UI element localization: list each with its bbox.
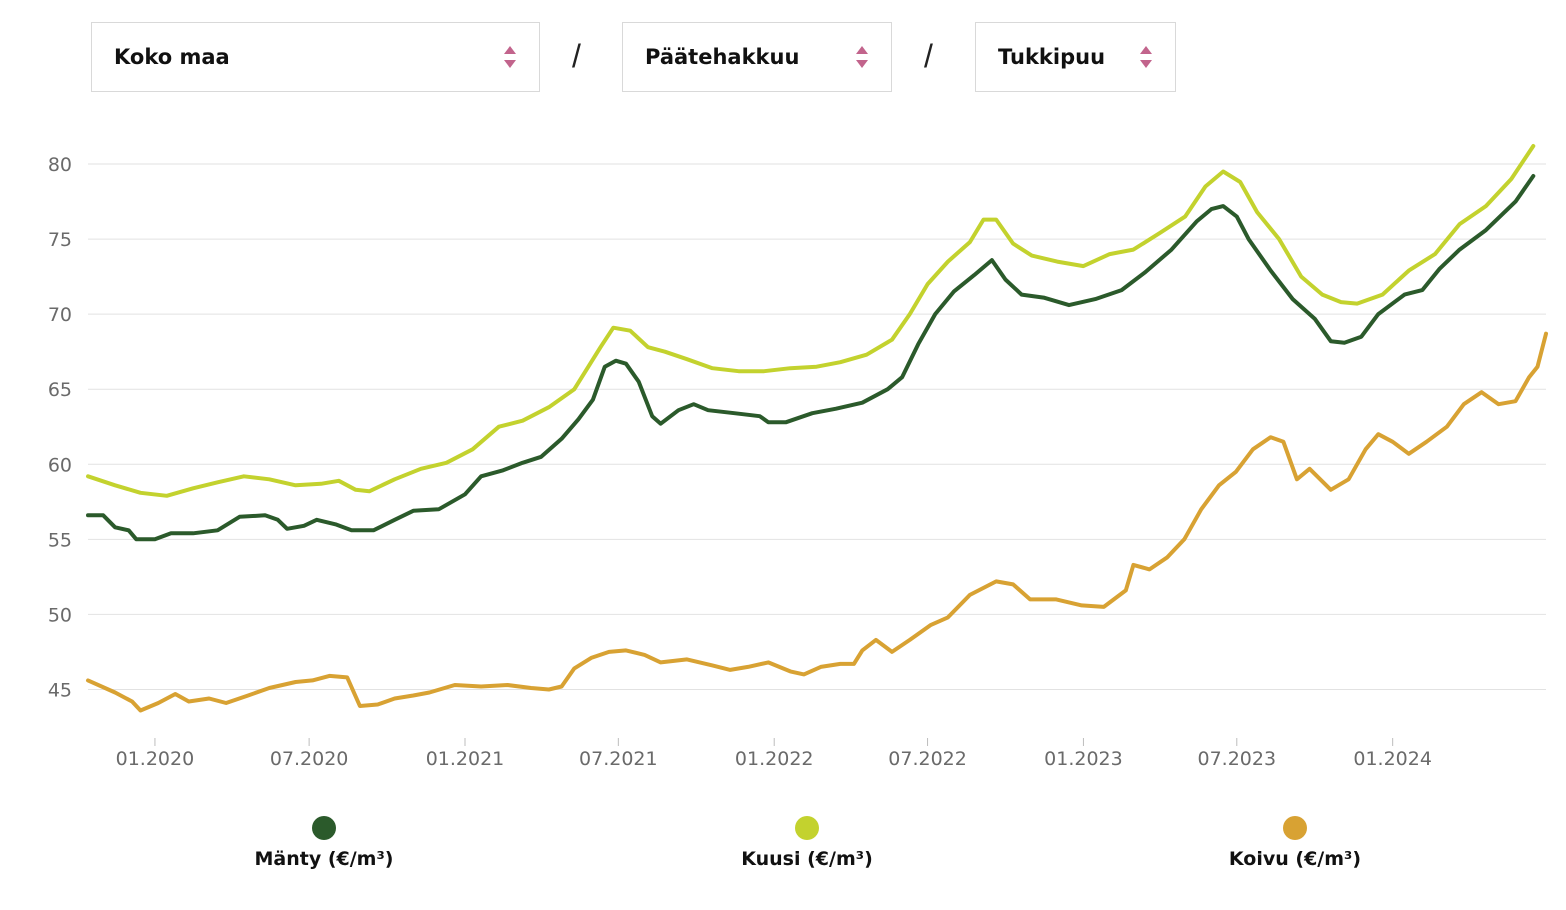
region-select[interactable]: Koko maa	[91, 22, 540, 92]
y-tick-label: 45	[48, 679, 72, 701]
filter-separator: /	[924, 38, 933, 74]
series-line-kuusi	[86, 144, 1536, 498]
sort-arrows-icon	[1140, 46, 1152, 68]
legend-label-kuusi: Kuusi (€/m³)	[741, 848, 873, 870]
cut-type-select-value: Päätehakkuu	[645, 45, 800, 69]
y-tick-label: 55	[48, 529, 72, 551]
x-tick-label: 01.2023	[1044, 748, 1123, 770]
y-tick-label: 60	[48, 454, 72, 476]
x-tick-label: 07.2022	[888, 748, 967, 770]
chart-grid	[88, 163, 1546, 690]
x-axis-ticks: 01.2020 07.2020 01.2021 07.2021 01.2022 07.20…	[116, 738, 1432, 770]
x-tick-label: 01.2024	[1353, 748, 1432, 770]
y-tick-label: 75	[48, 229, 72, 251]
x-tick-label: 07.2023	[1197, 748, 1276, 770]
legend-dot-kuusi	[795, 816, 819, 840]
legend-dot-manty	[312, 816, 336, 840]
y-tick-label: 70	[48, 304, 72, 326]
chart-series	[86, 144, 1548, 713]
price-line-chart: 45 50 55 60 65 70 75 80 01.2020 07.2020 01.2021 07…	[48, 144, 1548, 770]
legend-label-manty: Mänty (€/m³)	[254, 848, 394, 870]
y-tick-label: 80	[48, 154, 72, 176]
x-tick-label: 01.2020	[116, 748, 195, 770]
legend-dot-koivu	[1283, 816, 1307, 840]
region-select-value: Koko maa	[114, 45, 230, 69]
series-line-koivu	[86, 331, 1548, 713]
sort-arrows-icon	[504, 46, 516, 68]
legend-item-manty[interactable]: Mänty (€/m³)	[194, 816, 454, 870]
sort-arrows-icon	[856, 46, 868, 68]
cut-type-select[interactable]: Päätehakkuu	[622, 22, 892, 92]
legend-item-koivu[interactable]: Koivu (€/m³)	[1165, 816, 1425, 870]
assortment-select-value: Tukkipuu	[998, 45, 1106, 69]
legend-label-koivu: Koivu (€/m³)	[1228, 848, 1362, 870]
y-tick-label: 65	[48, 379, 72, 401]
assortment-select[interactable]: Tukkipuu	[975, 22, 1176, 92]
filter-separator: /	[572, 38, 581, 74]
x-tick-label: 01.2022	[735, 748, 814, 770]
x-tick-label: 07.2021	[579, 748, 658, 770]
series-line-manty	[86, 174, 1536, 542]
x-tick-label: 01.2021	[426, 748, 505, 770]
x-tick-label: 07.2020	[270, 748, 349, 770]
y-tick-label: 50	[48, 604, 72, 626]
legend-item-kuusi[interactable]: Kuusi (€/m³)	[677, 816, 937, 870]
y-axis-ticks: 45 50 55 60 65 70 75 80	[48, 154, 72, 701]
